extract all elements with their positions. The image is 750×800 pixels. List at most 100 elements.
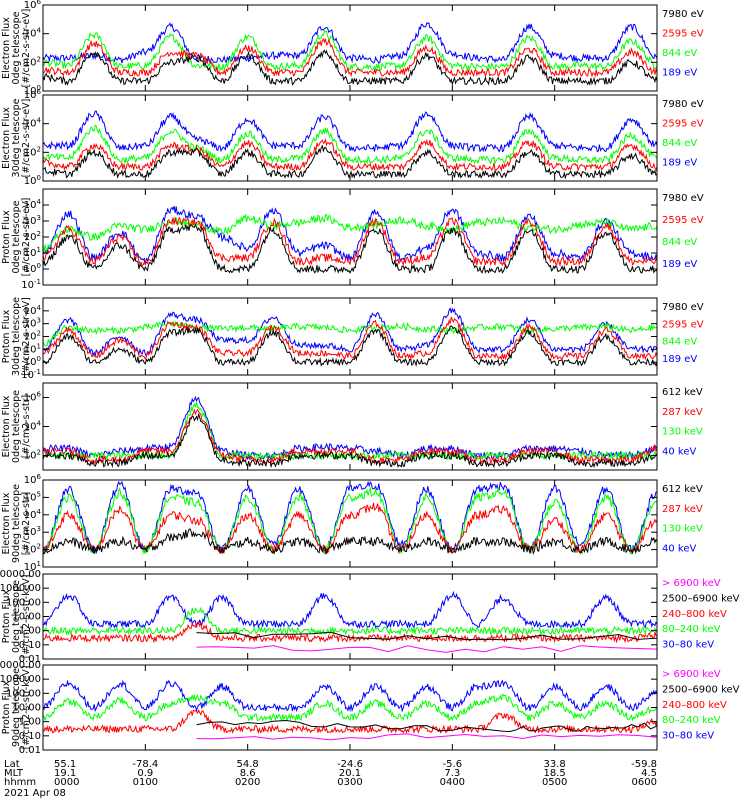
legend-entry: 612 keV <box>662 387 703 398</box>
y-tick-label: 10-1 <box>21 278 41 291</box>
series-line-red <box>43 502 657 555</box>
series-line-green <box>43 606 657 636</box>
series-line-red <box>43 709 657 735</box>
y-tick-label: 10.00 <box>12 612 41 623</box>
series-red <box>43 709 657 735</box>
y-axis-label: MEPEDProton Flux0deg telescope[#/cm2-s-s… <box>0 575 32 659</box>
y-axis-label-line: TED <box>0 128 2 148</box>
y-tick-label: 1000.00 <box>0 583 41 594</box>
y-tick-label: 106 <box>24 473 42 486</box>
legend-entry: 7980 eV <box>662 193 704 204</box>
series-blue <box>43 307 657 358</box>
y-tick-label: 100.00 <box>6 597 41 608</box>
y-axis-label-line: [#/cm2-s-str-keV] <box>21 666 32 750</box>
y-axis-label-line: [#/cm2-s-str] <box>21 492 32 555</box>
series-red <box>43 620 657 644</box>
y-tick-label: 0.10 <box>19 731 41 742</box>
y-axis-label-line: 0deg telescope <box>11 580 22 653</box>
series-black <box>43 528 657 555</box>
y-axis-label: TEDProton Flux0deg telescope[#/cm2-s-str… <box>0 198 32 277</box>
footer-hhmm: 0100 <box>133 777 158 788</box>
y-axis-label-line: Proton Flux <box>1 210 12 264</box>
y-axis-label-line: 90deg telescope <box>11 484 22 563</box>
series-black <box>43 224 657 275</box>
y-axis-label: MEPEDElectron Flux90deg telescope[#/cm2-… <box>0 484 32 563</box>
series-line-red <box>43 216 657 268</box>
footer-lat: 55.1 <box>54 759 76 770</box>
y-tick-label: 0.01 <box>19 654 41 665</box>
legend-entry: 189 eV <box>662 68 697 79</box>
series-black <box>43 49 657 87</box>
y-axis-label-line: MEPED <box>0 691 2 724</box>
date-label: 2021 Apr 08 <box>4 788 66 799</box>
series-blue <box>43 679 657 713</box>
footer-lat: -5.6 <box>443 759 463 770</box>
y-tick-label: 100.00 <box>6 688 41 699</box>
series-magenta <box>196 733 657 741</box>
plot-frame <box>42 94 658 182</box>
series-red <box>43 316 657 361</box>
legend-entry: 844 eV <box>662 337 697 348</box>
legend-entry: 189 eV <box>662 158 697 169</box>
y-axis-label: TEDElectron Flux0deg telescope[#/cm2-s-s… <box>0 9 32 88</box>
legend-entry: 287 keV <box>662 504 703 515</box>
series-line-black <box>43 224 657 275</box>
series-red <box>43 216 657 268</box>
y-axis-label-line: Electron Flux <box>1 492 12 554</box>
series-line-blue <box>43 395 657 461</box>
series-blue <box>43 110 657 153</box>
footer-mlt: 8.6 <box>240 768 256 779</box>
y-axis-label-line: MEPED <box>0 600 2 633</box>
footer-hhmm: 0500 <box>542 777 567 788</box>
footer-mlt: 4.5 <box>641 768 657 779</box>
footer-lat: -24.6 <box>337 759 363 770</box>
plot-frame <box>42 573 658 660</box>
series-line-black <box>43 325 657 368</box>
footer-hhmm: 0000 <box>54 777 79 788</box>
legend-entry: 844 eV <box>662 237 697 248</box>
series-green <box>43 486 657 556</box>
footer-hhmm: 0400 <box>440 777 465 788</box>
y-axis-label-line: MEPED <box>0 507 2 540</box>
y-axis-label-line: 30deg telescope <box>11 297 22 376</box>
series-green <box>43 401 657 461</box>
series-line-green <box>43 214 657 253</box>
legend-entry: 2500–6900 keV <box>662 684 740 695</box>
legend-entry: 189 eV <box>662 259 697 270</box>
footer-row-label: Lat <box>4 759 20 770</box>
y-axis-label-line: 90deg telescope <box>11 668 22 747</box>
series-red <box>43 138 657 173</box>
series-black <box>43 325 657 368</box>
footer-lat: -78.4 <box>132 759 158 770</box>
y-axis-label-line: Proton Flux <box>1 589 12 643</box>
y-tick-label: 1000.00 <box>0 674 41 685</box>
series-blue <box>43 590 657 630</box>
legend-entry: 844 eV <box>662 138 697 149</box>
series-black <box>196 631 657 641</box>
series-green <box>43 606 657 636</box>
legend-entry: 240–800 keV <box>662 609 727 620</box>
series-red <box>43 408 657 466</box>
series-black <box>196 719 657 733</box>
y-tick-label: 1.00 <box>19 626 41 637</box>
series-green <box>43 693 657 722</box>
y-axis-label-line: [#/cm2-s-str] <box>21 395 32 458</box>
y-axis-label-line: Electron Flux <box>1 395 12 457</box>
series-magenta <box>196 645 657 653</box>
footer-mlt: 18.5 <box>544 768 566 779</box>
legend-entry: 2595 eV <box>662 215 704 226</box>
y-axis-label-line: [#/cm2-s-str-eV] <box>21 99 32 178</box>
footer-mlt: 20.1 <box>339 768 361 779</box>
legend-entry: 130 keV <box>662 427 703 438</box>
footer-lat: -59.8 <box>631 759 657 770</box>
series-line-red <box>43 408 657 466</box>
series-line-green <box>43 486 657 556</box>
y-axis-label-line: 30deg telescope <box>11 98 22 177</box>
y-axis-label: MEPEDProton Flux90deg telescope[#/cm2-s-… <box>0 666 32 750</box>
